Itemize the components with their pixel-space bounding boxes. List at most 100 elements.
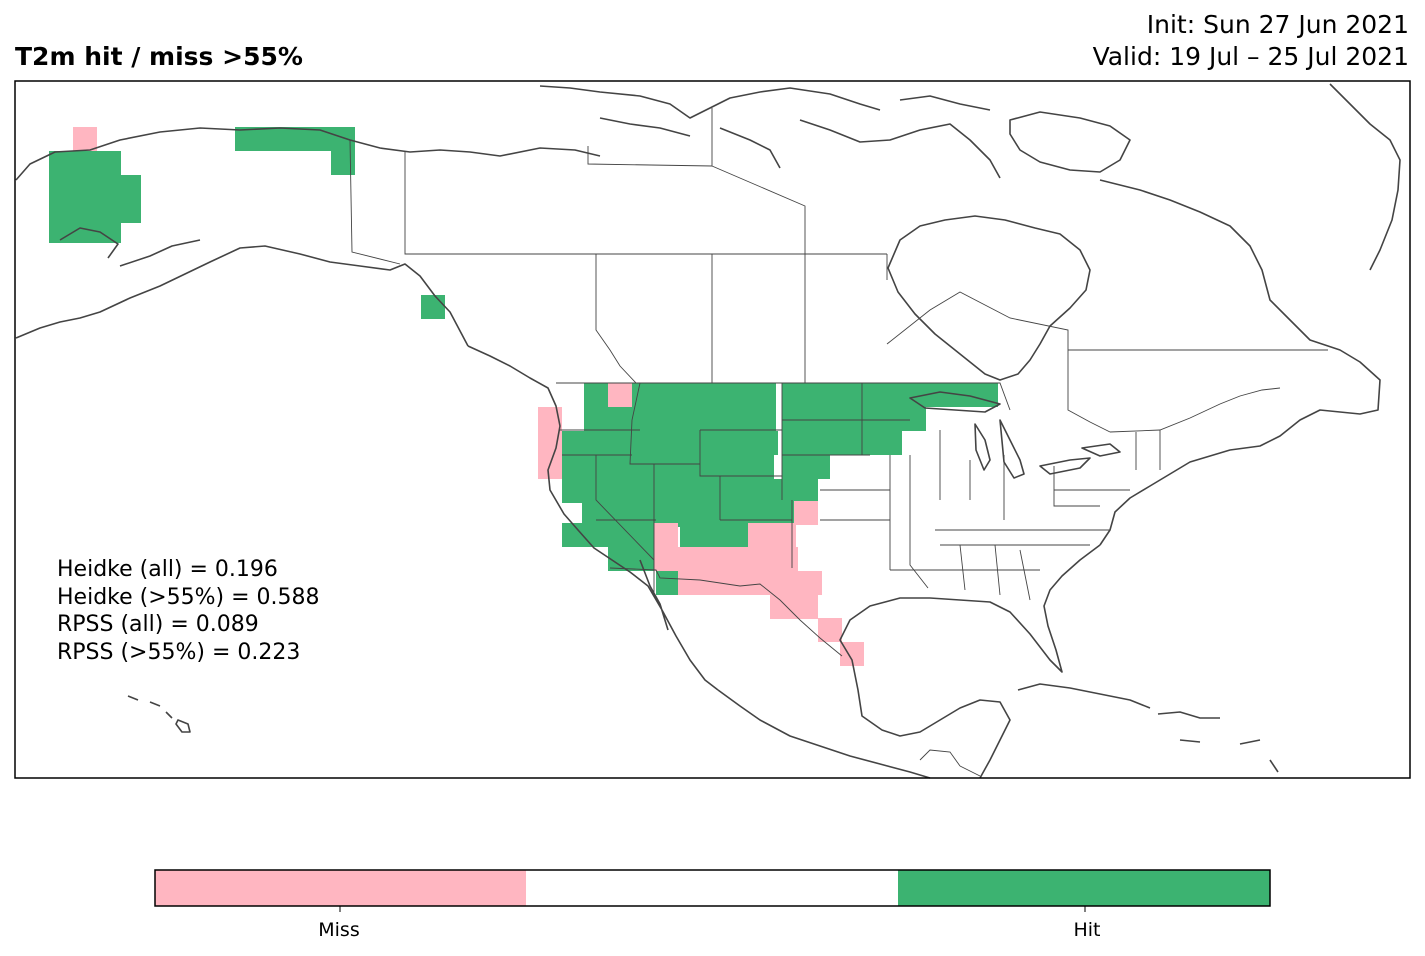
hit-cell bbox=[49, 151, 73, 175]
hit-cell bbox=[656, 383, 680, 407]
hit-cell bbox=[728, 383, 752, 407]
hit-cell bbox=[830, 407, 854, 431]
hit-cell bbox=[283, 127, 307, 151]
hit-cell bbox=[726, 455, 750, 479]
miss-cell bbox=[774, 547, 798, 571]
hit-cell bbox=[630, 455, 654, 479]
hit-cell bbox=[926, 383, 950, 407]
hit-cell bbox=[73, 175, 97, 199]
hit-cell bbox=[421, 295, 445, 319]
hit-cell bbox=[704, 523, 728, 547]
hit-cell bbox=[830, 431, 854, 455]
heidke-55: Heidke (>55%) = 0.588 bbox=[57, 584, 320, 610]
hit-cell bbox=[806, 455, 830, 479]
coastline-gulf bbox=[839, 544, 1101, 779]
hit-cell bbox=[902, 407, 926, 431]
hit-cell bbox=[854, 383, 878, 407]
hit-cell bbox=[782, 431, 806, 455]
hit-cell bbox=[782, 455, 806, 479]
hit-cell bbox=[702, 455, 726, 479]
coastline-hawaii bbox=[127, 695, 191, 733]
hit-cell bbox=[878, 431, 902, 455]
hit-cell bbox=[878, 383, 902, 407]
rpss-55: RPSS (>55%) = 0.223 bbox=[57, 639, 301, 665]
hit-cell bbox=[752, 383, 776, 407]
miss-cell bbox=[73, 127, 97, 151]
init-date: Init: Sun 27 Jun 2021 bbox=[1146, 10, 1409, 39]
colorbar-label-hit: Hit bbox=[1073, 919, 1101, 941]
hit-cell bbox=[584, 383, 608, 407]
hit-cell bbox=[754, 431, 778, 455]
hit-cell bbox=[49, 175, 73, 199]
hit-cell bbox=[562, 479, 586, 503]
hit-cell bbox=[656, 571, 680, 595]
hit-cell bbox=[331, 127, 355, 151]
hit-cell bbox=[878, 407, 902, 431]
hit-cell bbox=[562, 431, 586, 455]
hit-cell bbox=[97, 219, 121, 243]
miss-cell bbox=[750, 571, 774, 595]
hit-cell bbox=[586, 431, 610, 455]
miss-cell bbox=[654, 547, 678, 571]
colorbar-label-miss: Miss bbox=[318, 919, 360, 941]
hit-cell bbox=[854, 407, 878, 431]
hit-cell bbox=[331, 151, 355, 175]
hit-cell bbox=[658, 479, 682, 503]
coastline-east-canada bbox=[1099, 179, 1381, 546]
hit-cell bbox=[582, 455, 606, 479]
miss-cell bbox=[794, 501, 818, 525]
hit-cell bbox=[632, 547, 656, 571]
coastline-hudson-bay bbox=[887, 215, 1091, 381]
rpss-all: RPSS (all) = 0.089 bbox=[57, 612, 259, 637]
hit-cell bbox=[974, 383, 998, 407]
heidke-all: Heidke (all) = 0.196 bbox=[57, 557, 278, 582]
hit-cell bbox=[730, 431, 754, 455]
hit-cell bbox=[680, 523, 704, 547]
hit-cell bbox=[97, 151, 121, 175]
hit-cell bbox=[656, 407, 680, 431]
miss-cell bbox=[794, 595, 818, 619]
hit-cell bbox=[117, 175, 141, 199]
hit-cell bbox=[658, 431, 682, 455]
miss-cell bbox=[726, 571, 750, 595]
border-alaska-canada bbox=[349, 139, 401, 265]
miss-cell bbox=[608, 383, 632, 407]
hit-cell bbox=[782, 383, 806, 407]
hit-cell bbox=[806, 431, 830, 455]
skill-scores: Heidke (all) = 0.196 Heidke (>55%) = 0.5… bbox=[57, 556, 320, 666]
miss-cell bbox=[654, 523, 678, 547]
miss-cell bbox=[678, 547, 702, 571]
miss-cell bbox=[774, 571, 798, 595]
hit-cell bbox=[854, 431, 878, 455]
coastline-arctic-islands bbox=[539, 83, 1401, 271]
hit-cell bbox=[586, 479, 610, 503]
coastline-mexico-pacific bbox=[717, 689, 931, 779]
hit-cell bbox=[794, 479, 818, 503]
hit-cell bbox=[632, 407, 656, 431]
hit-cell bbox=[610, 479, 634, 503]
miss-cell bbox=[538, 455, 562, 479]
hit-cell bbox=[750, 455, 774, 479]
hit-cell bbox=[584, 407, 608, 431]
hit-cell bbox=[728, 407, 752, 431]
miss-cell bbox=[770, 595, 794, 619]
hit-cell bbox=[706, 479, 730, 503]
hit-cell bbox=[680, 407, 704, 431]
hit-cell bbox=[754, 479, 778, 503]
valid-dates: Valid: 19 Jul – 25 Jul 2021 bbox=[1092, 42, 1409, 71]
hit-cell bbox=[806, 383, 830, 407]
hit-cell bbox=[706, 431, 730, 455]
hit-cell bbox=[730, 479, 754, 503]
miss-cell bbox=[678, 571, 702, 595]
miss-cell bbox=[818, 618, 842, 642]
miss-cell bbox=[748, 523, 772, 547]
hit-cell bbox=[704, 383, 728, 407]
hit-cell bbox=[682, 431, 706, 455]
hit-cell bbox=[680, 383, 704, 407]
hit-cell bbox=[806, 407, 830, 431]
miss-cell bbox=[750, 547, 774, 571]
hit-cell bbox=[782, 407, 806, 431]
miss-cell bbox=[798, 571, 822, 595]
hit-cell bbox=[752, 407, 776, 431]
